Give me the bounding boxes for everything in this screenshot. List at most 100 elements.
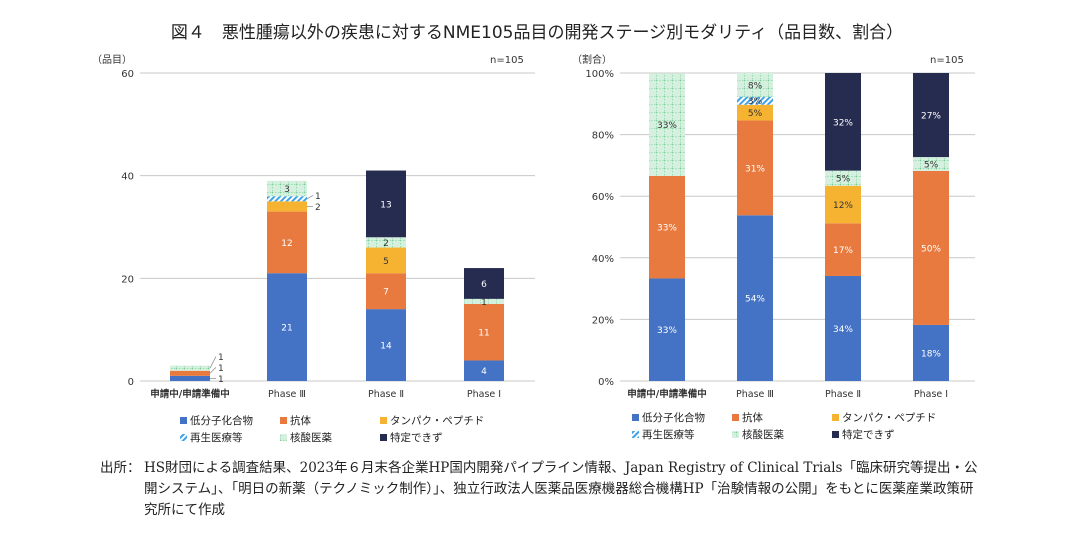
data-label: 3 (284, 185, 290, 195)
n-label: n=105 (930, 55, 964, 66)
bar-segment (825, 170, 861, 186)
legend-label: 抗体 (290, 414, 311, 427)
bar-segment (737, 96, 773, 105)
legend-label: タンパク・ペプチド (390, 415, 484, 427)
bar-segment (170, 370, 210, 376)
bar-segment (267, 211, 307, 274)
bar-segment (267, 201, 307, 212)
data-label: 1 (218, 364, 224, 374)
bar-segment (737, 120, 773, 216)
data-label: 50% (921, 244, 941, 254)
bar-segment (913, 73, 949, 158)
legend-swatch (632, 431, 639, 438)
bar-segment (913, 324, 949, 381)
data-label: 21 (281, 324, 292, 334)
legend-label: 再生医療等 (642, 428, 695, 441)
bar-segment (649, 175, 685, 279)
data-label: 5 (383, 257, 389, 267)
label-leader-line (306, 195, 314, 200)
bar-segment (737, 73, 773, 97)
data-label: 32% (833, 118, 853, 128)
label-leader-line (209, 367, 217, 374)
n-label: n=105 (490, 55, 524, 66)
bar-segment (267, 273, 307, 381)
y-tick-label: 20% (592, 315, 614, 326)
legend-label: 核酸医薬 (742, 428, 784, 441)
bar-segment (267, 180, 307, 197)
data-label: 17% (833, 246, 853, 256)
data-label: 33% (657, 326, 677, 336)
bar-segment (464, 298, 504, 304)
label-leader-line (209, 356, 217, 369)
data-label: 13 (380, 200, 391, 210)
x-tick-label: Phase Ⅲ (268, 389, 306, 400)
x-tick-label: Phase Ⅰ (467, 389, 501, 400)
x-tick-label: Phase Ⅱ (825, 389, 861, 400)
bar-segment (464, 268, 504, 299)
bar-segment (913, 157, 949, 171)
y-tick-label: 60 (121, 69, 134, 80)
x-tick-label: Phase Ⅱ (368, 389, 404, 400)
bar-segment (825, 223, 861, 276)
legend-swatch (632, 414, 639, 421)
bar-segment (649, 73, 685, 176)
legend-swatch (380, 417, 387, 424)
legend-swatch (832, 431, 839, 438)
legend-label: 抗体 (742, 411, 763, 424)
legend-swatch (280, 434, 287, 441)
y-tick-label: 20 (121, 274, 134, 285)
data-label: 5% (836, 175, 851, 185)
legend-swatch (732, 431, 739, 438)
data-label: 18% (921, 349, 941, 359)
legend-label: 特定できず (842, 428, 895, 441)
data-label: 14 (380, 342, 392, 352)
legend-swatch (180, 434, 187, 441)
data-label: 1 (315, 192, 321, 202)
y-tick-label: 100% (585, 69, 614, 80)
bar-segment (913, 170, 949, 325)
data-label: 6 (481, 280, 487, 290)
legend-swatch (832, 414, 839, 421)
legend-swatch (180, 417, 187, 424)
y-tick-label: 0 (128, 377, 134, 388)
data-label: 34% (833, 325, 853, 335)
source-text: HS財団による調査結果、2023年６月末各企業HP国内開発パイプライン情報、Ja… (144, 460, 978, 518)
y-tick-label: 80% (592, 131, 614, 142)
figure-title: 図４ 悪性腫瘍以外の疾患に対するNME105品目の開発ステージ別モダリティ（品目… (170, 23, 904, 43)
y-tick-label: 40% (592, 254, 614, 265)
y-tick-label: 60% (592, 192, 614, 203)
y-tick-label: 0% (598, 377, 614, 388)
data-label: 12 (281, 239, 292, 249)
bar-segment (825, 275, 861, 381)
data-label: 54% (745, 295, 765, 305)
y-unit-label: （割合） (572, 53, 612, 66)
bar-segment (366, 309, 406, 381)
data-label: 5% (748, 109, 763, 119)
bar-segment (825, 73, 861, 171)
legend-swatch (280, 417, 287, 424)
data-label: 2 (315, 203, 321, 213)
data-label: 7 (383, 288, 389, 298)
legend-label: タンパク・ペプチド (842, 412, 936, 424)
x-tick-label: 申請中/申請準備中 (150, 388, 229, 400)
legend-label: 低分子化合物 (190, 414, 253, 427)
data-label: 27% (921, 112, 941, 122)
x-tick-label: Phase Ⅲ (736, 389, 774, 400)
data-label: 31% (745, 164, 765, 174)
legend-label: 核酸医薬 (290, 431, 332, 444)
bar-segment (366, 170, 406, 238)
legend-swatch (380, 434, 387, 441)
bar-segment (366, 273, 406, 310)
data-label: 33% (657, 224, 677, 234)
bar-segment (366, 247, 406, 274)
legend-label: 低分子化合物 (642, 411, 705, 424)
bar-segment (170, 375, 210, 381)
source-label: 出所： (100, 460, 141, 476)
source-note: 出所： HS財団による調査結果、2023年６月末各企業HP国内開発パイプライン情… (100, 458, 980, 521)
data-label: 12% (833, 201, 853, 211)
bar-segment (825, 185, 861, 224)
data-label: 1 (218, 375, 224, 385)
y-unit-label: （品目） (92, 54, 132, 66)
